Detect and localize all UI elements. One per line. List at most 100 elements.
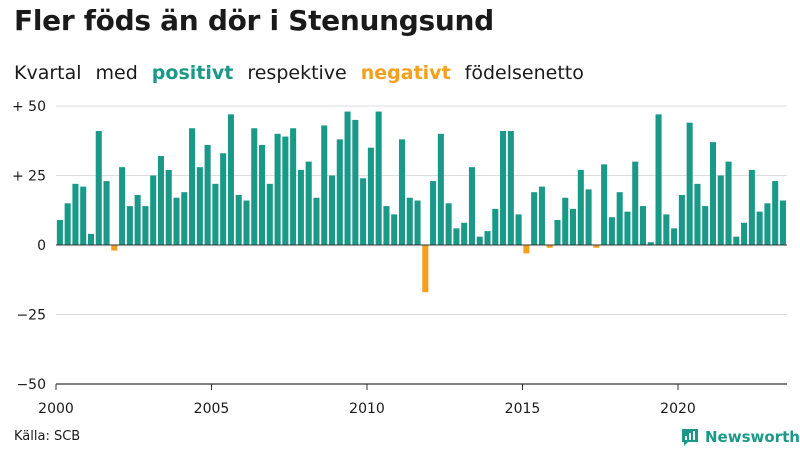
bar	[142, 206, 149, 245]
bar	[290, 128, 297, 245]
bar	[313, 197, 320, 245]
bar	[702, 206, 709, 245]
bar	[56, 219, 63, 245]
y-tick-label: −50	[16, 377, 46, 393]
bar	[461, 222, 468, 245]
x-tick-label: 2000	[38, 401, 74, 417]
bar	[95, 131, 102, 245]
bar	[756, 211, 763, 245]
bar	[764, 203, 771, 245]
bar	[243, 200, 250, 245]
subtitle-word-6: födelsenetto	[464, 62, 584, 84]
source-note: Källa: SCB	[14, 429, 81, 444]
bar	[445, 203, 452, 245]
bar	[157, 156, 164, 245]
bar	[305, 161, 312, 245]
bar	[741, 222, 748, 245]
bar	[624, 211, 631, 245]
bar	[717, 175, 724, 245]
x-tick-label: 2020	[660, 401, 696, 417]
bar	[126, 206, 133, 245]
bar	[321, 125, 328, 245]
bar	[671, 228, 678, 245]
bar	[492, 208, 499, 245]
bar	[733, 236, 740, 245]
bar	[500, 131, 507, 245]
bar	[266, 183, 273, 245]
bar	[647, 242, 654, 245]
y-tick-label: + 50	[12, 99, 46, 115]
bar	[212, 183, 219, 245]
bar	[352, 119, 359, 245]
bar	[709, 142, 717, 245]
x-tick-label: 2005	[194, 401, 230, 417]
bar	[616, 192, 623, 245]
bar	[150, 175, 157, 245]
bar	[111, 245, 118, 251]
bar	[189, 128, 196, 245]
bar	[297, 169, 304, 245]
brand-logo: Newsworthy	[680, 427, 800, 447]
bar	[72, 183, 79, 245]
subtitle-word-2: med	[95, 62, 138, 84]
bar	[422, 245, 429, 293]
bar	[251, 128, 258, 245]
bar	[562, 197, 569, 245]
x-tick-label: 2010	[349, 401, 385, 417]
bar	[414, 200, 421, 245]
bar	[725, 161, 732, 245]
bar	[398, 139, 406, 245]
bar	[507, 131, 514, 245]
bar	[173, 197, 180, 245]
y-tick-label: 0	[37, 238, 46, 254]
bar	[274, 133, 281, 245]
bar	[437, 133, 444, 245]
bar	[227, 114, 234, 245]
bar	[64, 203, 71, 245]
subtitle-word-5: negativt	[360, 62, 451, 84]
bar	[204, 144, 211, 245]
bar-chart: + 50 + 25 0 −25 −50 2000 2005 2010 2015 2020	[12, 99, 787, 417]
brand-name: Newsworthy	[705, 428, 800, 446]
bar	[748, 169, 755, 245]
bar	[181, 192, 188, 245]
bar	[80, 186, 87, 245]
bar	[608, 217, 615, 245]
chart-subtitle: Kvartal med positivt respektive negativt föde…	[14, 62, 598, 84]
bar	[391, 214, 398, 245]
bar	[577, 169, 584, 245]
bar	[259, 144, 266, 245]
bar	[523, 245, 530, 254]
bar	[554, 219, 561, 245]
bar	[538, 186, 545, 245]
bar	[360, 178, 367, 245]
bar	[694, 183, 701, 245]
bar	[468, 167, 475, 245]
bar	[336, 139, 343, 245]
bar	[639, 206, 647, 245]
chart-title: Fler föds än dör i Stenungsund	[14, 4, 494, 37]
bar	[779, 200, 786, 245]
bar	[235, 194, 242, 245]
chart-logo-icon	[682, 429, 698, 446]
bar	[663, 214, 670, 245]
bar	[282, 136, 289, 245]
bar	[87, 233, 95, 245]
subtitle-word-1: Kvartal	[14, 62, 82, 84]
bar	[632, 161, 639, 245]
y-tick-label: + 25	[12, 169, 46, 185]
bar	[585, 189, 592, 245]
bar	[119, 167, 126, 245]
bar	[103, 181, 110, 245]
bar	[134, 194, 141, 245]
bar	[367, 147, 374, 245]
bar	[655, 114, 662, 245]
bar	[678, 194, 685, 245]
bar	[484, 231, 491, 245]
bar	[772, 181, 779, 245]
bar	[531, 192, 538, 245]
bar	[383, 206, 390, 245]
bar	[601, 164, 608, 245]
bar	[165, 169, 172, 245]
bar	[430, 181, 437, 245]
